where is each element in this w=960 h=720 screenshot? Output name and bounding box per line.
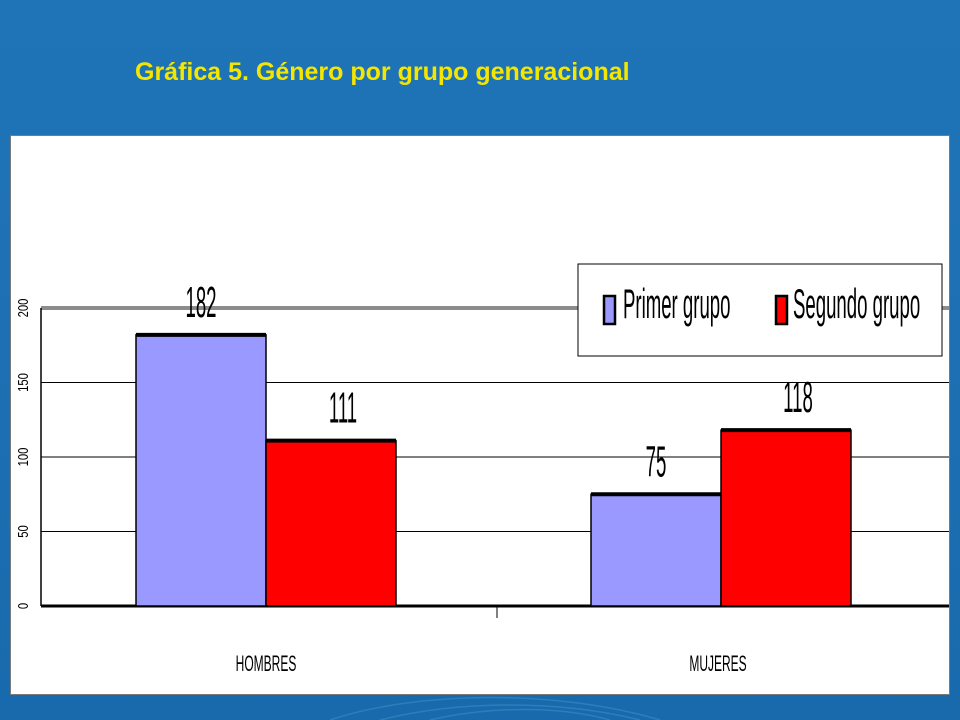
data-label: 75 [646, 439, 667, 487]
legend-swatch [602, 294, 617, 326]
data-label: 182 [185, 279, 216, 327]
bar-primer-mujeres [590, 493, 722, 607]
y-tick-label: 50 [14, 525, 31, 538]
bar-chart: 0 50 100 150 200 182 111 HOMBRES 75 118 MUJERES Pri… [14, 263, 949, 676]
data-label: 118 [783, 374, 813, 422]
slide-title: Gráfica 5. Género por grupo generacional [135, 58, 630, 86]
bar-segundo-mujeres [720, 429, 852, 607]
data-label: 111 [329, 385, 357, 433]
y-tick-label: 0 [14, 603, 31, 609]
legend-label: Primer grupo [623, 281, 730, 328]
legend-label: Segundo grupo [793, 281, 920, 328]
bar-primer-hombres [135, 334, 267, 607]
legend-swatch [774, 294, 789, 326]
y-tick-label: 150 [14, 373, 31, 392]
bar-segundo-hombres [265, 439, 397, 607]
legend [577, 263, 943, 357]
x-tick-label: MUJERES [689, 651, 746, 676]
y-tick-label: 200 [14, 299, 31, 318]
x-tick-label: HOMBRES [236, 651, 297, 676]
chart-area: 0 50 100 150 200 182 111 HOMBRES 75 118 MUJERES Pri… [10, 135, 950, 695]
y-tick-label: 100 [14, 448, 31, 467]
